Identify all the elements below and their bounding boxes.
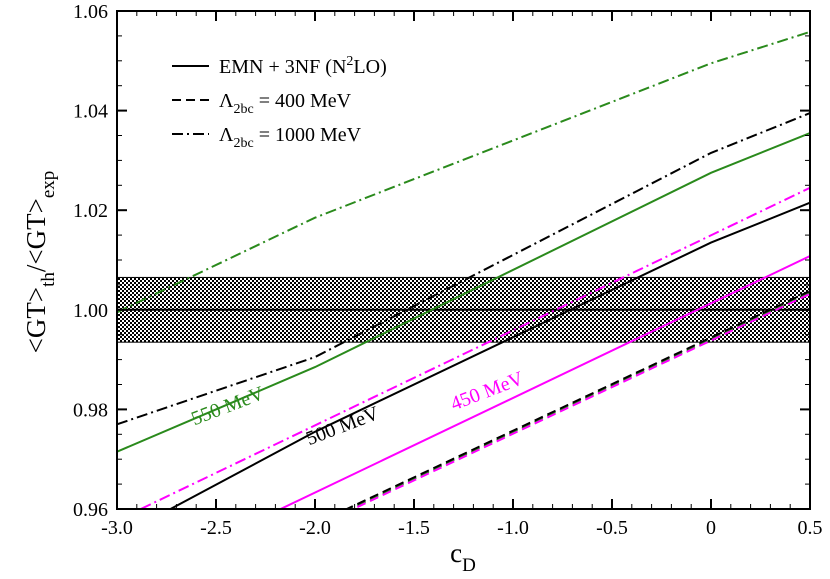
y-tick-label: 1.06	[73, 1, 108, 23]
plot-frame	[116, 10, 811, 510]
y-tick-label: 1.00	[73, 300, 108, 322]
series-line-450-mev-dashed	[350, 292, 810, 509]
x-tick-label: -0.5	[596, 517, 628, 539]
series-line-550-mev-solid	[117, 132, 810, 453]
x-tick-label: -1.0	[497, 517, 529, 539]
y-tick-label: 0.98	[73, 399, 108, 421]
x-tick-label: -1.5	[398, 517, 430, 539]
curve-label-450-mev: 450 MeV	[448, 367, 527, 415]
series-line-500-mev-dashed	[344, 289, 810, 509]
legend-label-solid: EMN + 3NF (N2LO)	[219, 54, 387, 78]
legend-label-dashed: Λ2bc = 400 MeV	[219, 90, 352, 117]
series-line-500-mev-solid	[170, 201, 810, 509]
x-tick-label: -2.5	[200, 517, 232, 539]
curve-label-500-mev: 500 MeV	[303, 402, 382, 450]
y-tick-label: 1.04	[73, 101, 108, 123]
curve-label-550-mev: 550 MeV	[188, 382, 267, 430]
series-line-450-mev-dashdot	[140, 186, 810, 509]
x-tick-label: -3.0	[101, 517, 133, 539]
series-line-450-mev-solid	[278, 255, 810, 509]
y-tick-label: 0.96	[73, 499, 108, 521]
series-line-550-mev-dashed	[347, 291, 810, 509]
x-tick-label: -2.0	[299, 517, 331, 539]
x-axis-title: cD	[450, 538, 476, 576]
y-axis-title: <GT>th/<GT>exp	[21, 171, 59, 354]
series-line-550-mev-dashdot	[117, 30, 810, 314]
y-tick-label: 1.02	[73, 200, 108, 222]
x-tick-label: 0.5	[798, 517, 823, 539]
legend-label-dashdot: Λ2bc = 1000 MeV	[219, 124, 362, 151]
x-tick-label: 0	[706, 517, 716, 539]
